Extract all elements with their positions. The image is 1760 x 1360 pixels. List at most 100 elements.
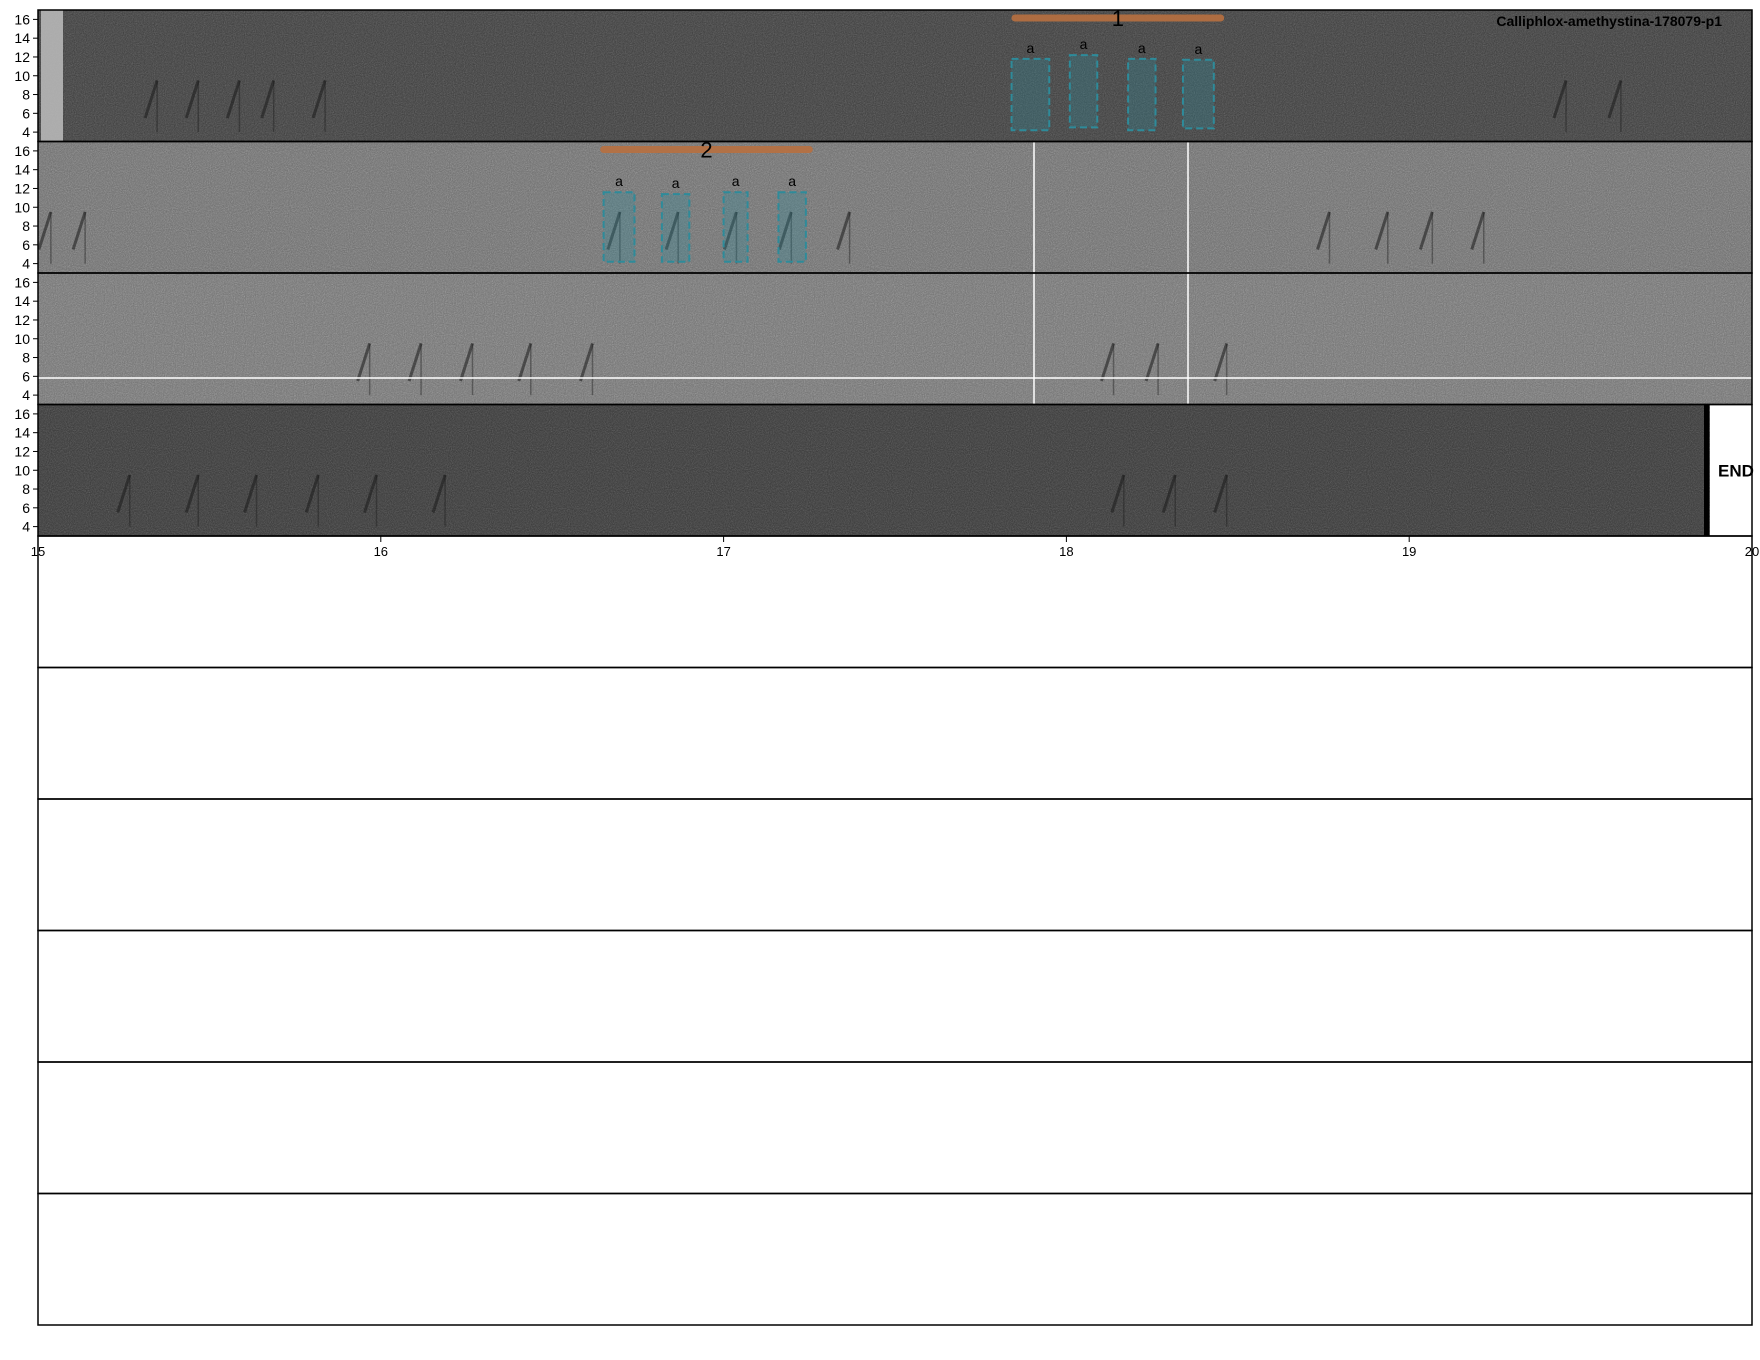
y-tick-label: 4 bbox=[22, 124, 30, 140]
y-tick-label: 12 bbox=[14, 312, 30, 328]
vocalization-trace bbox=[836, 211, 852, 250]
vocalization-trace bbox=[184, 79, 200, 119]
vocalization-trace bbox=[459, 342, 474, 382]
y-tick-label: 10 bbox=[14, 199, 30, 215]
vocalization-trace bbox=[1144, 342, 1160, 382]
vocalization-trace bbox=[116, 474, 132, 513]
y-tick-label: 6 bbox=[22, 500, 30, 516]
end-block bbox=[1710, 404, 1752, 536]
vocalization-trace bbox=[407, 342, 423, 382]
syllable-box bbox=[777, 191, 807, 263]
vocalization-trace bbox=[225, 79, 241, 119]
vocalization-trace bbox=[184, 474, 200, 513]
y-tick-label: 14 bbox=[14, 293, 30, 309]
panel-noise-texture bbox=[38, 141, 1752, 273]
y-tick-label: 16 bbox=[14, 143, 30, 159]
panel-frame bbox=[37, 929, 1753, 1063]
y-tick-label: 6 bbox=[22, 237, 30, 253]
vocalization-trace bbox=[1418, 211, 1434, 250]
end-label: END bbox=[1718, 461, 1754, 480]
vocalization-trace bbox=[37, 211, 53, 250]
y-tick-label: 12 bbox=[14, 443, 30, 459]
panel-noise-texture bbox=[38, 273, 1752, 405]
y-tick-label: 12 bbox=[14, 180, 30, 196]
vocalization-trace bbox=[304, 474, 320, 513]
vocalization-trace bbox=[606, 211, 622, 250]
x-tick-label: 17 bbox=[716, 544, 730, 559]
y-tick-label: 14 bbox=[14, 30, 30, 46]
y-tick-label: 16 bbox=[14, 274, 30, 290]
vocalization-trace bbox=[517, 342, 533, 382]
vocalization-trace bbox=[1607, 79, 1623, 119]
x-tick-label: 15 bbox=[31, 544, 45, 559]
panel-frame bbox=[37, 666, 1753, 800]
y-tick-label: 16 bbox=[14, 11, 30, 27]
y-tick-label: 4 bbox=[22, 256, 30, 272]
vocalization-trace bbox=[1213, 474, 1229, 513]
syllable-label: a bbox=[1194, 41, 1202, 57]
syllable-label: a bbox=[1027, 40, 1035, 56]
vocalization-trace bbox=[431, 474, 447, 513]
vocalization-trace bbox=[1470, 211, 1486, 250]
panel-frame bbox=[37, 535, 1753, 669]
phrase-label: 2 bbox=[700, 138, 712, 163]
annotations: 1a a a a2a a a a bbox=[600, 6, 1225, 263]
vocalization-trace bbox=[71, 211, 87, 250]
chart-title: Calliphlox-amethystina-178079-p1 bbox=[1496, 13, 1722, 29]
y-tick-label: 6 bbox=[22, 368, 30, 384]
syllable-box bbox=[1127, 57, 1157, 132]
panel-noise-texture bbox=[38, 10, 1752, 142]
syllable-label: a bbox=[1138, 40, 1146, 56]
vocalization-trace bbox=[356, 342, 372, 382]
panel-frame bbox=[37, 1061, 1753, 1195]
syllable-label: a bbox=[615, 173, 623, 189]
syllable-box bbox=[602, 191, 636, 263]
end-marker-bar bbox=[1704, 404, 1709, 536]
syllable-label: a bbox=[732, 173, 740, 189]
syllable-box bbox=[1181, 58, 1215, 130]
syllable-box bbox=[722, 191, 749, 263]
vocalization-trace bbox=[1316, 211, 1331, 250]
vocalization-trace bbox=[1374, 211, 1390, 250]
x-tick-label: 16 bbox=[374, 544, 388, 559]
y-tick-label: 10 bbox=[14, 331, 30, 347]
vocalization-trace bbox=[664, 211, 680, 250]
vocalization-trace bbox=[143, 79, 159, 119]
panel-noise-texture bbox=[38, 404, 1752, 536]
x-tick-label: 18 bbox=[1059, 544, 1073, 559]
y-tick-label: 14 bbox=[14, 425, 30, 441]
y-tick-label: 4 bbox=[22, 387, 30, 403]
syllable-box bbox=[1010, 57, 1051, 132]
syllable-label: a bbox=[672, 175, 680, 191]
y-tick-label: 14 bbox=[14, 162, 30, 178]
y-tick-label: 12 bbox=[14, 49, 30, 65]
vocalization-trace bbox=[1552, 79, 1568, 119]
vocalization-trace bbox=[579, 342, 594, 382]
x-axis: 15 16 17 18 19 20 bbox=[31, 536, 1759, 559]
syllable-box bbox=[660, 193, 691, 263]
panel-frame bbox=[37, 798, 1753, 932]
vocalization-trace bbox=[243, 474, 258, 513]
y-tick-label: 10 bbox=[14, 68, 30, 84]
vocalization-trace bbox=[723, 211, 738, 250]
x-tick-label: 20 bbox=[1745, 544, 1759, 559]
syllable-box bbox=[1068, 54, 1099, 129]
y-tick-label: 8 bbox=[22, 481, 30, 497]
vocalization-trace bbox=[1161, 474, 1177, 513]
vocalization-trace bbox=[260, 79, 276, 119]
vocalization-trace bbox=[1100, 342, 1115, 382]
y-axes: 16 14 12 10 8 6 4 16 14 12 10 8 6 4 16 14 12 10 8 6 4 16 14 12 1… bbox=[14, 11, 38, 535]
vocalization-trace bbox=[363, 474, 378, 513]
spectrogram-panels: END bbox=[37, 9, 1754, 1326]
vocalization-trace bbox=[777, 211, 793, 250]
y-tick-label: 16 bbox=[14, 406, 30, 422]
y-tick-label: 6 bbox=[22, 105, 30, 121]
syllable-label: a bbox=[1080, 36, 1088, 52]
y-tick-label: 4 bbox=[22, 519, 30, 535]
y-tick-label: 8 bbox=[22, 350, 30, 366]
phrase-label: 1 bbox=[1112, 6, 1124, 31]
vocalization-trace bbox=[1110, 474, 1126, 513]
x-tick-label: 19 bbox=[1402, 544, 1416, 559]
y-tick-label: 10 bbox=[14, 462, 30, 478]
